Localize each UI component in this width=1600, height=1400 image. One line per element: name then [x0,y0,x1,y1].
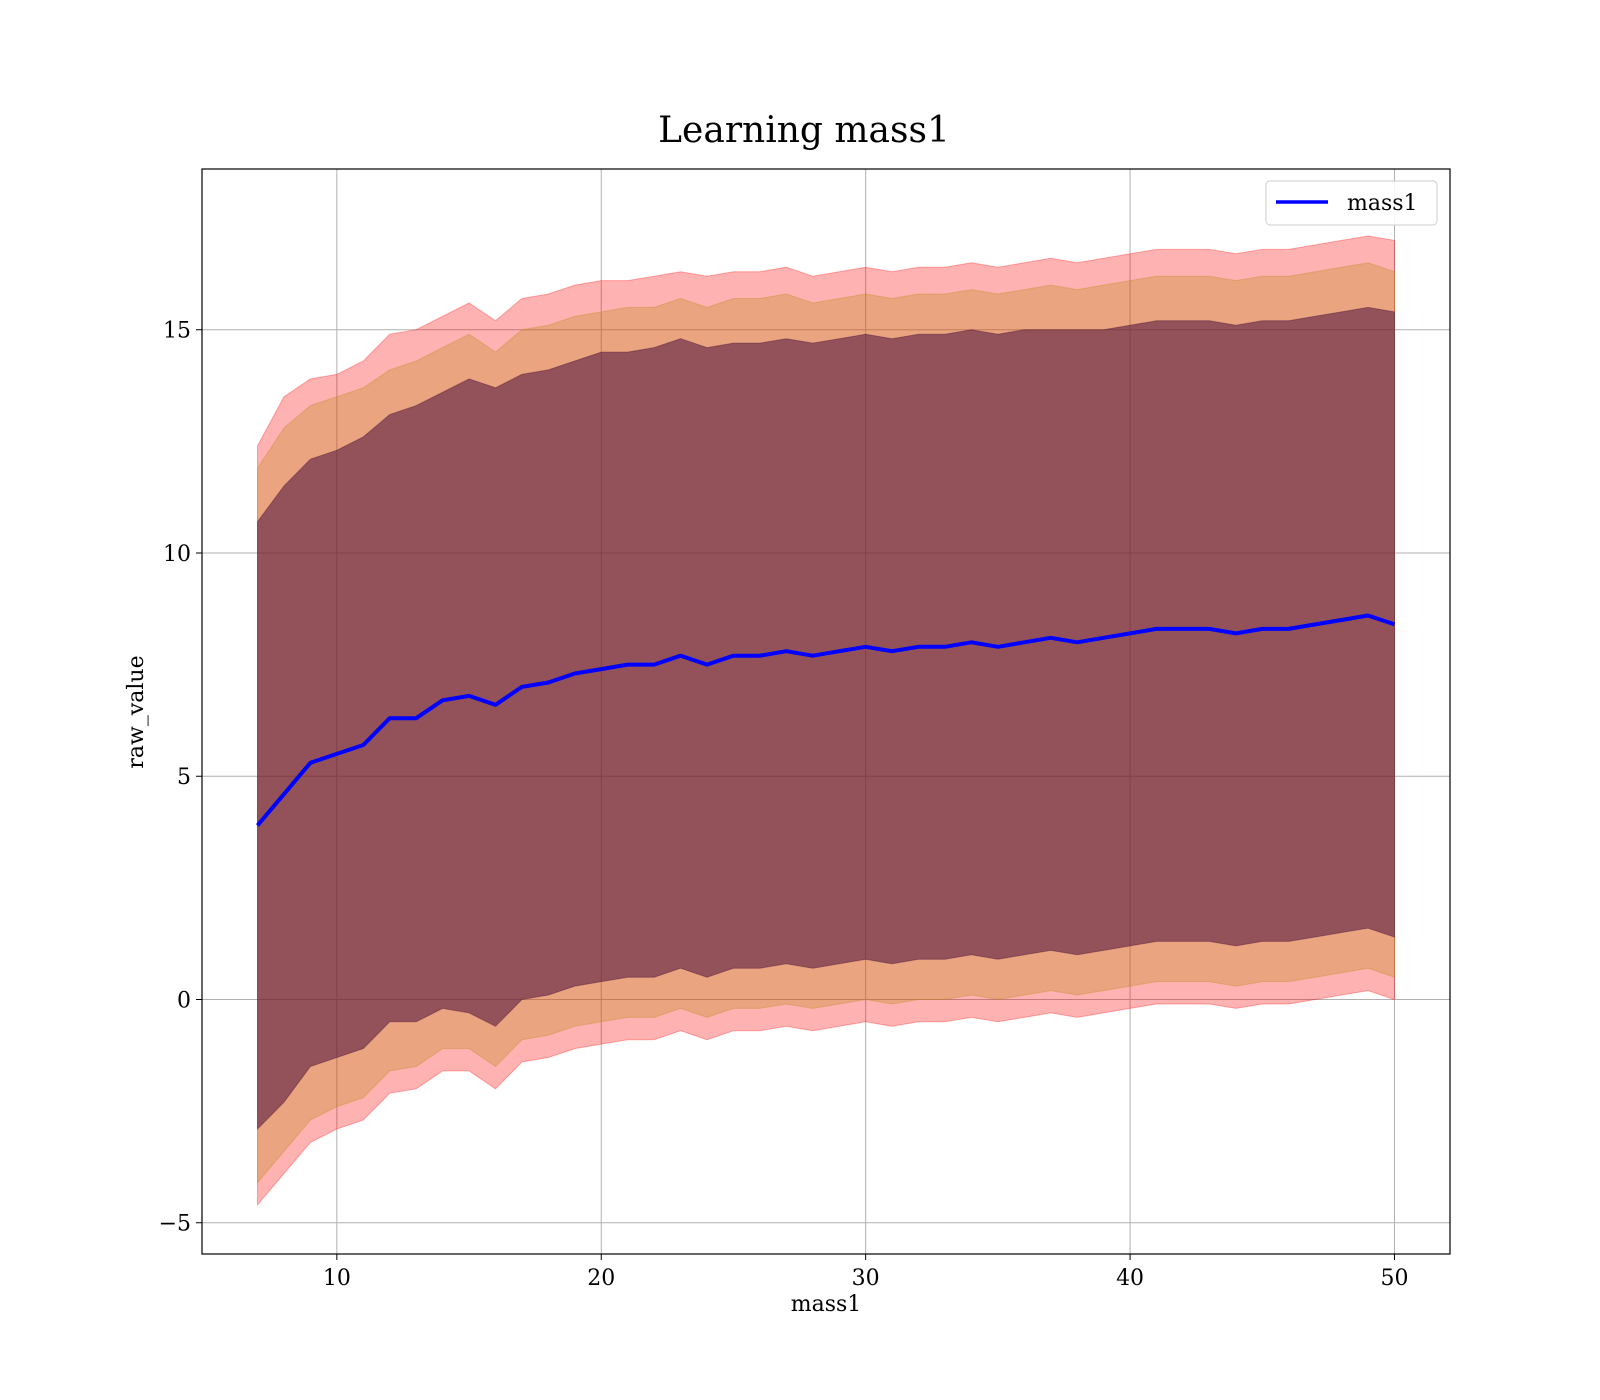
y-axis-ticks: −5 0 5 10 15 [159,319,202,1237]
legend-box [1265,180,1438,226]
y-tick-label-2: 5 [177,765,191,790]
confidence-bands [257,235,1395,1207]
plot-frame [201,168,1451,1255]
x-axis-label: mass1 [791,1292,862,1317]
y-tick-label-0: −5 [159,1212,191,1237]
y-axis-label: raw_value [124,655,149,768]
y-tick-label-1: 0 [177,988,191,1013]
legend-label-mass1: mass1 [1347,191,1418,216]
x-axis-ticks: 10 20 30 40 50 [323,1254,1408,1291]
legend: mass1 [1265,180,1438,226]
y-tick-label-4: 15 [163,319,191,344]
x-tick-label-2: 30 [852,1266,880,1291]
band-inner [257,306,1395,1131]
x-tick-label-1: 20 [587,1266,615,1291]
x-tick-label-3: 40 [1116,1266,1144,1291]
x-tick-label-4: 50 [1380,1266,1408,1291]
x-tick-label-0: 10 [323,1266,351,1291]
series-line-mass1 [255,613,1396,827]
y-tick-label-3: 10 [163,542,191,567]
chart-title: Learning mass1 [658,110,950,151]
series-line-group [255,613,1396,827]
